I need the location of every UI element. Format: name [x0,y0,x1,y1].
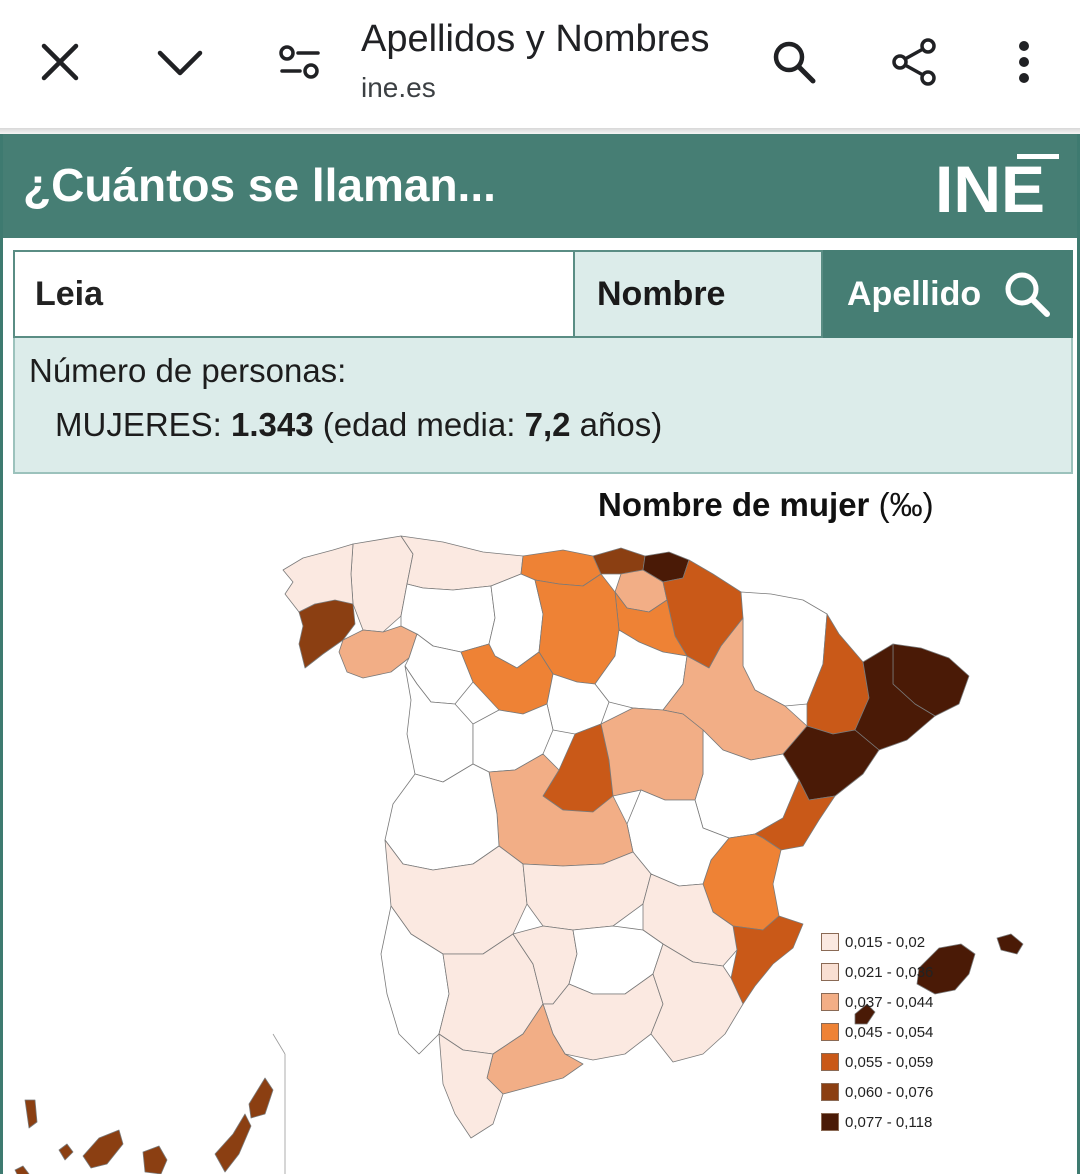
region-tenerife [82,1129,124,1169]
legend-label: 0,021 - 0,036 [845,963,934,981]
result-panel: Número de personas: MUJERES: 1.343 (edad… [13,338,1073,474]
apellido-button-label: Apellido [847,274,982,313]
apellido-button[interactable]: Apellido [823,250,1073,338]
region-menorca [996,933,1024,955]
legend-label: 0,055 - 0,059 [845,1053,934,1071]
legend-label: 0,045 - 0,054 [845,1023,934,1041]
chevron-down-icon[interactable] [150,32,210,92]
region-segovia [546,673,610,735]
region-ibiza [854,1003,876,1025]
gender-label: MUJERES: [55,406,222,443]
site-header: ¿Cuántos se llaman... INE [3,134,1077,238]
search-icon [1001,268,1053,329]
region-huelva [380,905,450,1055]
ine-logo-text: INE [935,152,1045,226]
legend-label: 0,015 - 0,02 [845,933,926,951]
site-title: ¿Cuántos se llaman... [23,159,496,211]
legend-swatch [821,1023,839,1041]
nombre-button-label: Nombre [597,274,726,313]
legend-item: 0,060 - 0,076 [821,1082,933,1102]
close-icon[interactable] [30,32,90,92]
legend-label: 0,060 - 0,076 [845,1083,934,1101]
nombre-button[interactable]: Nombre [575,250,823,338]
name-search-input[interactable] [13,250,575,338]
page-content: ¿Cuántos se llaman... INE Nombre Apellid… [0,134,1080,1174]
tune-icon[interactable] [270,32,330,92]
region-albacete [642,873,738,967]
region-lanzarote [248,1077,274,1119]
toolbar-divider [0,128,1080,134]
average-age: 7,2 [524,406,571,443]
region-almeria [650,943,744,1063]
legend-item: 0,055 - 0,059 [821,1052,933,1072]
legend-swatch [821,1113,839,1131]
region-tarragona [782,725,880,801]
legend-swatch [821,993,839,1011]
region-la-palma [24,1099,38,1129]
person-count: 1.343 [231,406,314,443]
legend-swatch [821,1053,839,1071]
legend-item: 0,037 - 0,044 [821,992,933,1012]
region-ourense [338,625,418,679]
choropleth-map [14,535,1024,1174]
region-fuerteventura [214,1113,252,1173]
legend-swatch [821,1083,839,1101]
map-title-text: Nombre de mujer [598,486,870,523]
legend-item: 0,021 - 0,036 [821,962,933,982]
legend-label: 0,077 - 0,118 [845,1113,933,1131]
legend-item: 0,015 - 0,02 [821,932,925,952]
legend-swatch [821,933,839,951]
region-la-gomera [58,1143,74,1161]
share-icon[interactable] [884,32,944,92]
legend-item: 0,045 - 0,054 [821,1022,933,1042]
region-guadalajara [600,707,704,801]
result-label: Número de personas: [29,352,347,389]
region-cadiz [438,1033,504,1139]
more-vert-icon[interactable] [994,32,1054,92]
region-mallorca [916,943,976,995]
browser-toolbar: Apellidos y Nombres ine.es [0,0,1080,128]
region-palencia [488,573,544,669]
region-bizkaia [592,547,646,575]
page-url: ine.es [361,72,436,103]
legend-label: 0,037 - 0,044 [845,993,934,1011]
region-barcelona [854,643,936,751]
region-alicante [730,915,804,1005]
map-title: Nombre de mujer (‰) [598,486,934,524]
age-suffix: años) [579,406,663,443]
legend-swatch [821,963,839,981]
age-prefix: (edad media: [322,406,516,443]
ine-logo[interactable]: INE [935,148,1065,228]
region-el-hierro [14,1165,30,1174]
region-gran-canaria [142,1145,168,1174]
result-line: MUJERES: 1.343 (edad media: 7,2 años) [55,406,662,444]
page-title: Apellidos y Nombres [361,18,710,60]
map-title-unit: (‰) [878,486,934,523]
legend-item: 0,077 - 0,118 [821,1112,932,1132]
search-icon[interactable] [764,32,824,92]
